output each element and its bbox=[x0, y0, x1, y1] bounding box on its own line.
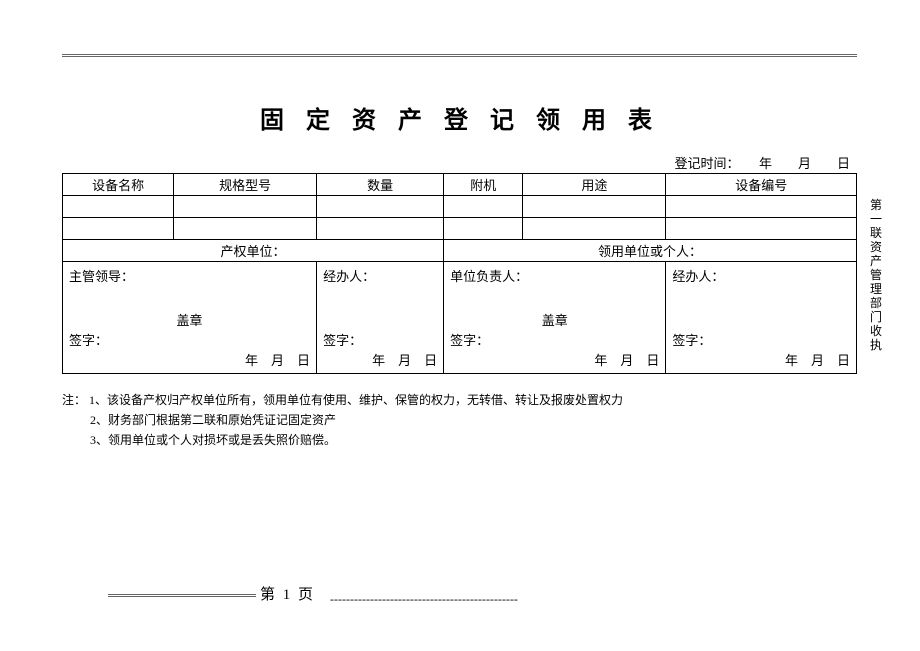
sig-unit-leader: 单位负责人： 盖章 签字： 年 月 日 bbox=[444, 262, 666, 374]
footer-rule bbox=[108, 594, 256, 597]
label-leader: 主管领导： bbox=[69, 269, 134, 284]
note-2: 2、财务部门根据第二联和原始凭证记固定资产 bbox=[62, 410, 623, 430]
col-use: 用途 bbox=[523, 174, 666, 196]
seal-text: 盖章 bbox=[177, 310, 203, 329]
signature-row: 主管领导： 盖章 签字： 年 月 日 经办人： 签字： 年 月 日 单位负责人：… bbox=[63, 262, 857, 374]
date-label: 年 月 日 bbox=[372, 350, 437, 369]
col-device-name: 设备名称 bbox=[63, 174, 174, 196]
sig-leader: 主管领导： 盖章 签字： 年 月 日 bbox=[63, 262, 317, 374]
sign-label: 签字： bbox=[323, 330, 362, 349]
col-spec: 规格型号 bbox=[174, 174, 317, 196]
ownership-unit: 产权单位： bbox=[63, 240, 444, 262]
data-row bbox=[63, 196, 857, 218]
col-attach: 附机 bbox=[444, 174, 523, 196]
note-3: 3、领用单位或个人对损坏或是丢失照价赔偿。 bbox=[62, 430, 623, 450]
notes-block: 注： 1、该设备产权归产权单位所有，领用单位有使用、维护、保管的权力，无转借、转… bbox=[62, 390, 623, 450]
registration-time: 登记时间： 年 月 日 bbox=[674, 153, 850, 172]
sign-label: 签字： bbox=[450, 330, 489, 349]
label-handler: 经办人： bbox=[323, 269, 375, 284]
page-title: 固 定 资 产 登 记 领 用 表 bbox=[0, 100, 920, 135]
date-label: 年 月 日 bbox=[594, 350, 659, 369]
receiving-unit: 领用单位或个人： bbox=[444, 240, 857, 262]
sig-handler-1: 经办人： 签字： 年 月 日 bbox=[317, 262, 444, 374]
footer-dash: ----------------------------------------… bbox=[330, 592, 518, 607]
footer-page: 第 1 页 bbox=[260, 583, 315, 604]
header-row: 设备名称 规格型号 数量 附机 用途 设备编号 bbox=[63, 174, 857, 196]
data-row bbox=[63, 218, 857, 240]
notes-prefix: 注： bbox=[62, 393, 86, 407]
label-handler-2: 经办人： bbox=[672, 269, 724, 284]
col-qty: 数量 bbox=[317, 174, 444, 196]
note-1: 1、该设备产权归产权单位所有，领用单位有使用、维护、保管的权力，无转借、转让及报… bbox=[89, 393, 623, 407]
sign-label: 签字： bbox=[69, 330, 108, 349]
sign-label: 签字： bbox=[672, 330, 711, 349]
date-label: 年 月 日 bbox=[785, 350, 850, 369]
form-table: 设备名称 规格型号 数量 附机 用途 设备编号 产权单位： 领用单位或个人： 主… bbox=[62, 173, 857, 374]
date-label: 年 月 日 bbox=[245, 350, 310, 369]
col-device-no: 设备编号 bbox=[666, 174, 857, 196]
side-label: 第一联 资产管理部门收执 bbox=[868, 198, 884, 352]
top-rule bbox=[62, 54, 857, 57]
sig-handler-2: 经办人： 签字： 年 月 日 bbox=[666, 262, 857, 374]
seal-text: 盖章 bbox=[542, 310, 568, 329]
ownership-row: 产权单位： 领用单位或个人： bbox=[63, 240, 857, 262]
label-unit-leader: 单位负责人： bbox=[450, 269, 528, 284]
